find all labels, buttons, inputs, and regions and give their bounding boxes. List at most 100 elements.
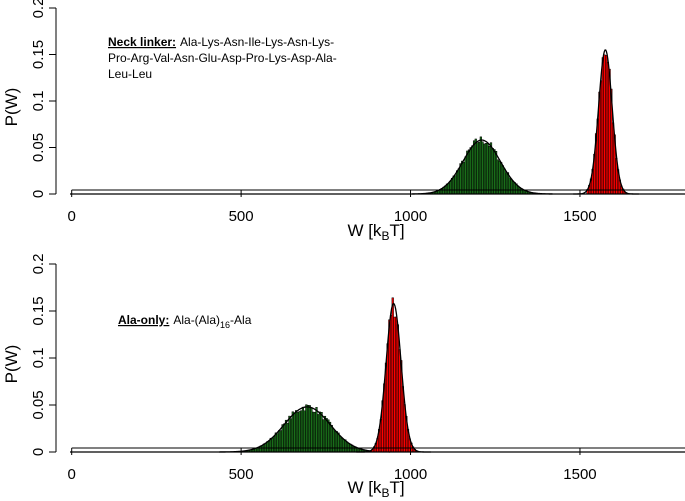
histogram-bar — [300, 410, 303, 453]
fit-curve — [219, 406, 390, 453]
histogram-bar — [505, 172, 508, 195]
histogram-bar — [335, 431, 338, 453]
histogram-bar — [474, 138, 477, 195]
histogram-bar — [611, 122, 615, 195]
x-tick-label: 0 — [68, 208, 76, 225]
histogram-bar — [603, 54, 606, 195]
histogram-bar — [491, 147, 494, 195]
x-tick-label: 500 — [229, 466, 254, 483]
annotation-line: Pro-Arg-Val-Asn-Glu-Asp-Pro-Lys-Asp-Ala- — [108, 51, 337, 65]
histogram-bar — [288, 415, 291, 453]
y-tick-label: 0.15 — [30, 40, 47, 69]
histogram-bar — [271, 437, 274, 453]
histogram-bar — [337, 432, 340, 453]
histogram-bar — [295, 410, 298, 453]
y-tick-label: 0.2 — [30, 254, 47, 275]
annotation: Neck linker: Ala-Lys-Asn-Ile-Lys-Asn-Lys-… — [108, 35, 337, 81]
histogram-bar — [450, 177, 454, 195]
panel-neck-linker: 0 0.05 0.1 0.15 0.2 0 500 1000 1500 W [kBT] P(W) Ne… — [2, 0, 685, 243]
histogram-bar — [478, 141, 481, 195]
x-tick-label: 0 — [68, 466, 76, 483]
histogram-bar — [323, 415, 327, 453]
annotation-label: Ala-only: — [118, 313, 169, 327]
histogram-bar — [498, 160, 501, 195]
histogram-bar — [467, 149, 471, 195]
histogram-bar — [476, 142, 479, 195]
histogram-bar — [327, 419, 330, 453]
histogram-bar — [276, 433, 279, 453]
histogram-bar — [334, 431, 337, 453]
histogram-bar — [267, 440, 271, 453]
histogram-bar — [489, 142, 493, 195]
histogram-bar — [301, 406, 305, 453]
histogram-bar — [273, 435, 276, 453]
annotation: Ala-only: Ala-(Ala)16-Ala — [118, 313, 252, 330]
y-tick-label: 0 — [30, 190, 47, 198]
histogram-bar — [312, 411, 315, 453]
histogram-bar — [396, 324, 399, 453]
x-tick-label: 1500 — [563, 466, 596, 483]
x-axis-title: W [kBT] — [347, 478, 404, 500]
histogram-bar — [459, 163, 462, 195]
histogram-bar — [332, 428, 335, 453]
histogram-bar — [291, 411, 294, 453]
histogram-bar — [447, 183, 450, 195]
histogram-bar — [339, 435, 342, 453]
histogram-bar — [464, 156, 467, 195]
series-1 — [356, 297, 431, 453]
histogram-bar — [352, 446, 355, 453]
histogram-bar — [389, 315, 393, 453]
histogram-bar — [320, 412, 323, 453]
histogram-bar — [493, 149, 496, 195]
panel-ala-only: 0 0.05 0.1 0.15 0.2 0 500 1000 1500 W [kBT] P(W) Al… — [2, 254, 685, 500]
histogram-bar — [486, 143, 489, 195]
histogram-bar — [322, 419, 325, 453]
histogram-bar — [601, 57, 604, 195]
histogram-bar — [466, 150, 469, 195]
histogram-bar — [315, 407, 318, 453]
histogram-bar — [508, 177, 511, 195]
histogram-bar — [284, 419, 288, 453]
x-tick-label: 1000 — [394, 466, 427, 483]
histogram-bar — [340, 437, 344, 453]
histogram-bar — [452, 175, 455, 195]
histogram-bar — [342, 439, 345, 453]
histogram-bar — [313, 412, 316, 453]
histogram-bar — [605, 55, 608, 195]
histogram-bar — [481, 141, 484, 195]
x-tick-label: 1000 — [394, 208, 427, 225]
histogram-bar — [454, 175, 457, 195]
histogram-bar — [274, 432, 277, 453]
histogram-bar — [306, 405, 310, 453]
histogram-bar — [293, 412, 296, 453]
y-tick-label: 0.2 — [30, 0, 47, 18]
histogram-bar — [449, 180, 452, 195]
series-1 — [573, 49, 639, 195]
histogram-bar — [391, 297, 394, 453]
annotation-line: Neck linker: Ala-Lys-Asn-Ile-Lys-Asn-Lys- — [108, 35, 334, 49]
annotation-line: Leu-Leu — [108, 67, 152, 81]
histogram-bar — [472, 140, 476, 195]
x-tick-label: 500 — [229, 208, 254, 225]
histogram-bar — [325, 418, 328, 453]
histogram-bar — [511, 181, 515, 195]
fit-curve — [412, 139, 553, 195]
histogram-bar — [388, 319, 391, 453]
histogram-bar — [305, 404, 308, 453]
y-tick-label: 0.05 — [30, 133, 47, 162]
histogram-bar — [484, 143, 488, 195]
y-tick-label: 0.1 — [30, 91, 47, 112]
y-tick-label: 0.05 — [30, 390, 47, 419]
histogram-bar — [318, 411, 321, 453]
histogram-bar — [488, 145, 491, 195]
histogram-bar — [500, 162, 503, 195]
histogram-bar — [510, 178, 513, 195]
histogram-bar — [606, 62, 610, 195]
y-tick-label: 0.1 — [30, 348, 47, 369]
histogram-bar — [518, 187, 521, 195]
series-0 — [412, 136, 553, 195]
histogram-bar — [398, 349, 401, 453]
histogram-bar — [462, 161, 466, 195]
histogram-bar — [461, 160, 464, 195]
histogram-bar — [279, 430, 283, 453]
